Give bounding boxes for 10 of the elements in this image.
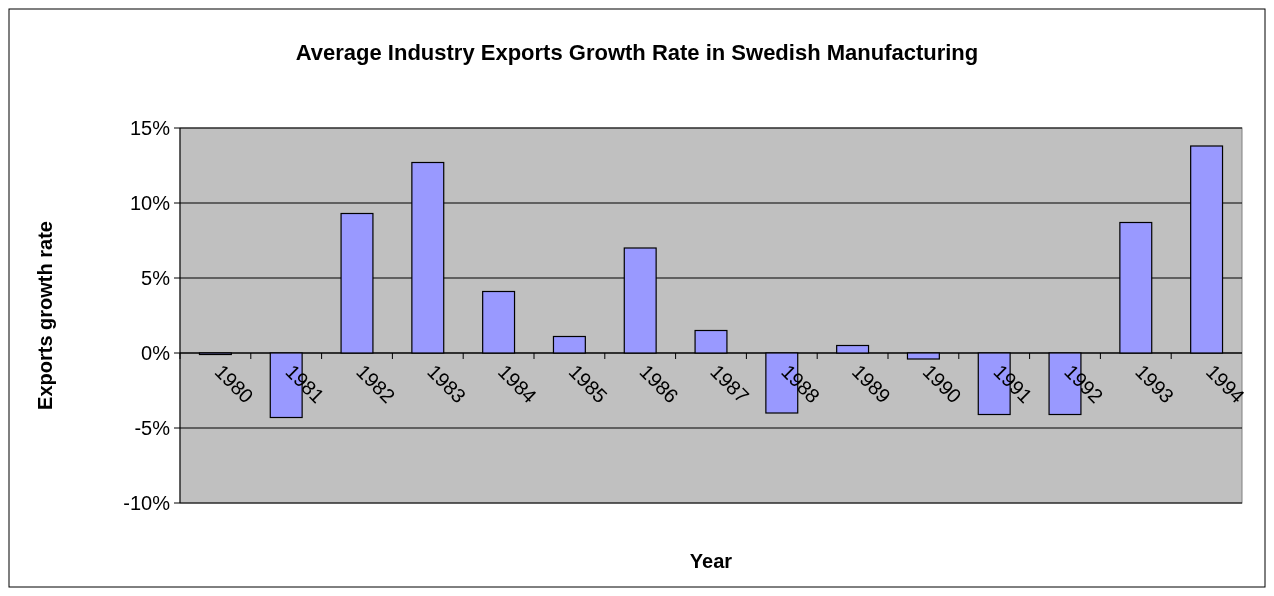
y-tick-label: 0% xyxy=(141,342,171,364)
y-tick-label: 10% xyxy=(129,192,171,214)
y-tick-label: -5% xyxy=(134,417,171,439)
x-tick-label: 1987 xyxy=(706,360,754,408)
chart-title: Average Industry Exports Growth Rate in Swedish Manufacturing xyxy=(295,40,979,65)
x-axis-title: Year xyxy=(689,550,733,572)
y-tick-label: -10% xyxy=(123,492,171,514)
y-tick-label: 15% xyxy=(129,117,171,139)
y-tick-label: 5% xyxy=(141,267,171,289)
y-axis-title: Exports growth rate xyxy=(34,221,56,410)
